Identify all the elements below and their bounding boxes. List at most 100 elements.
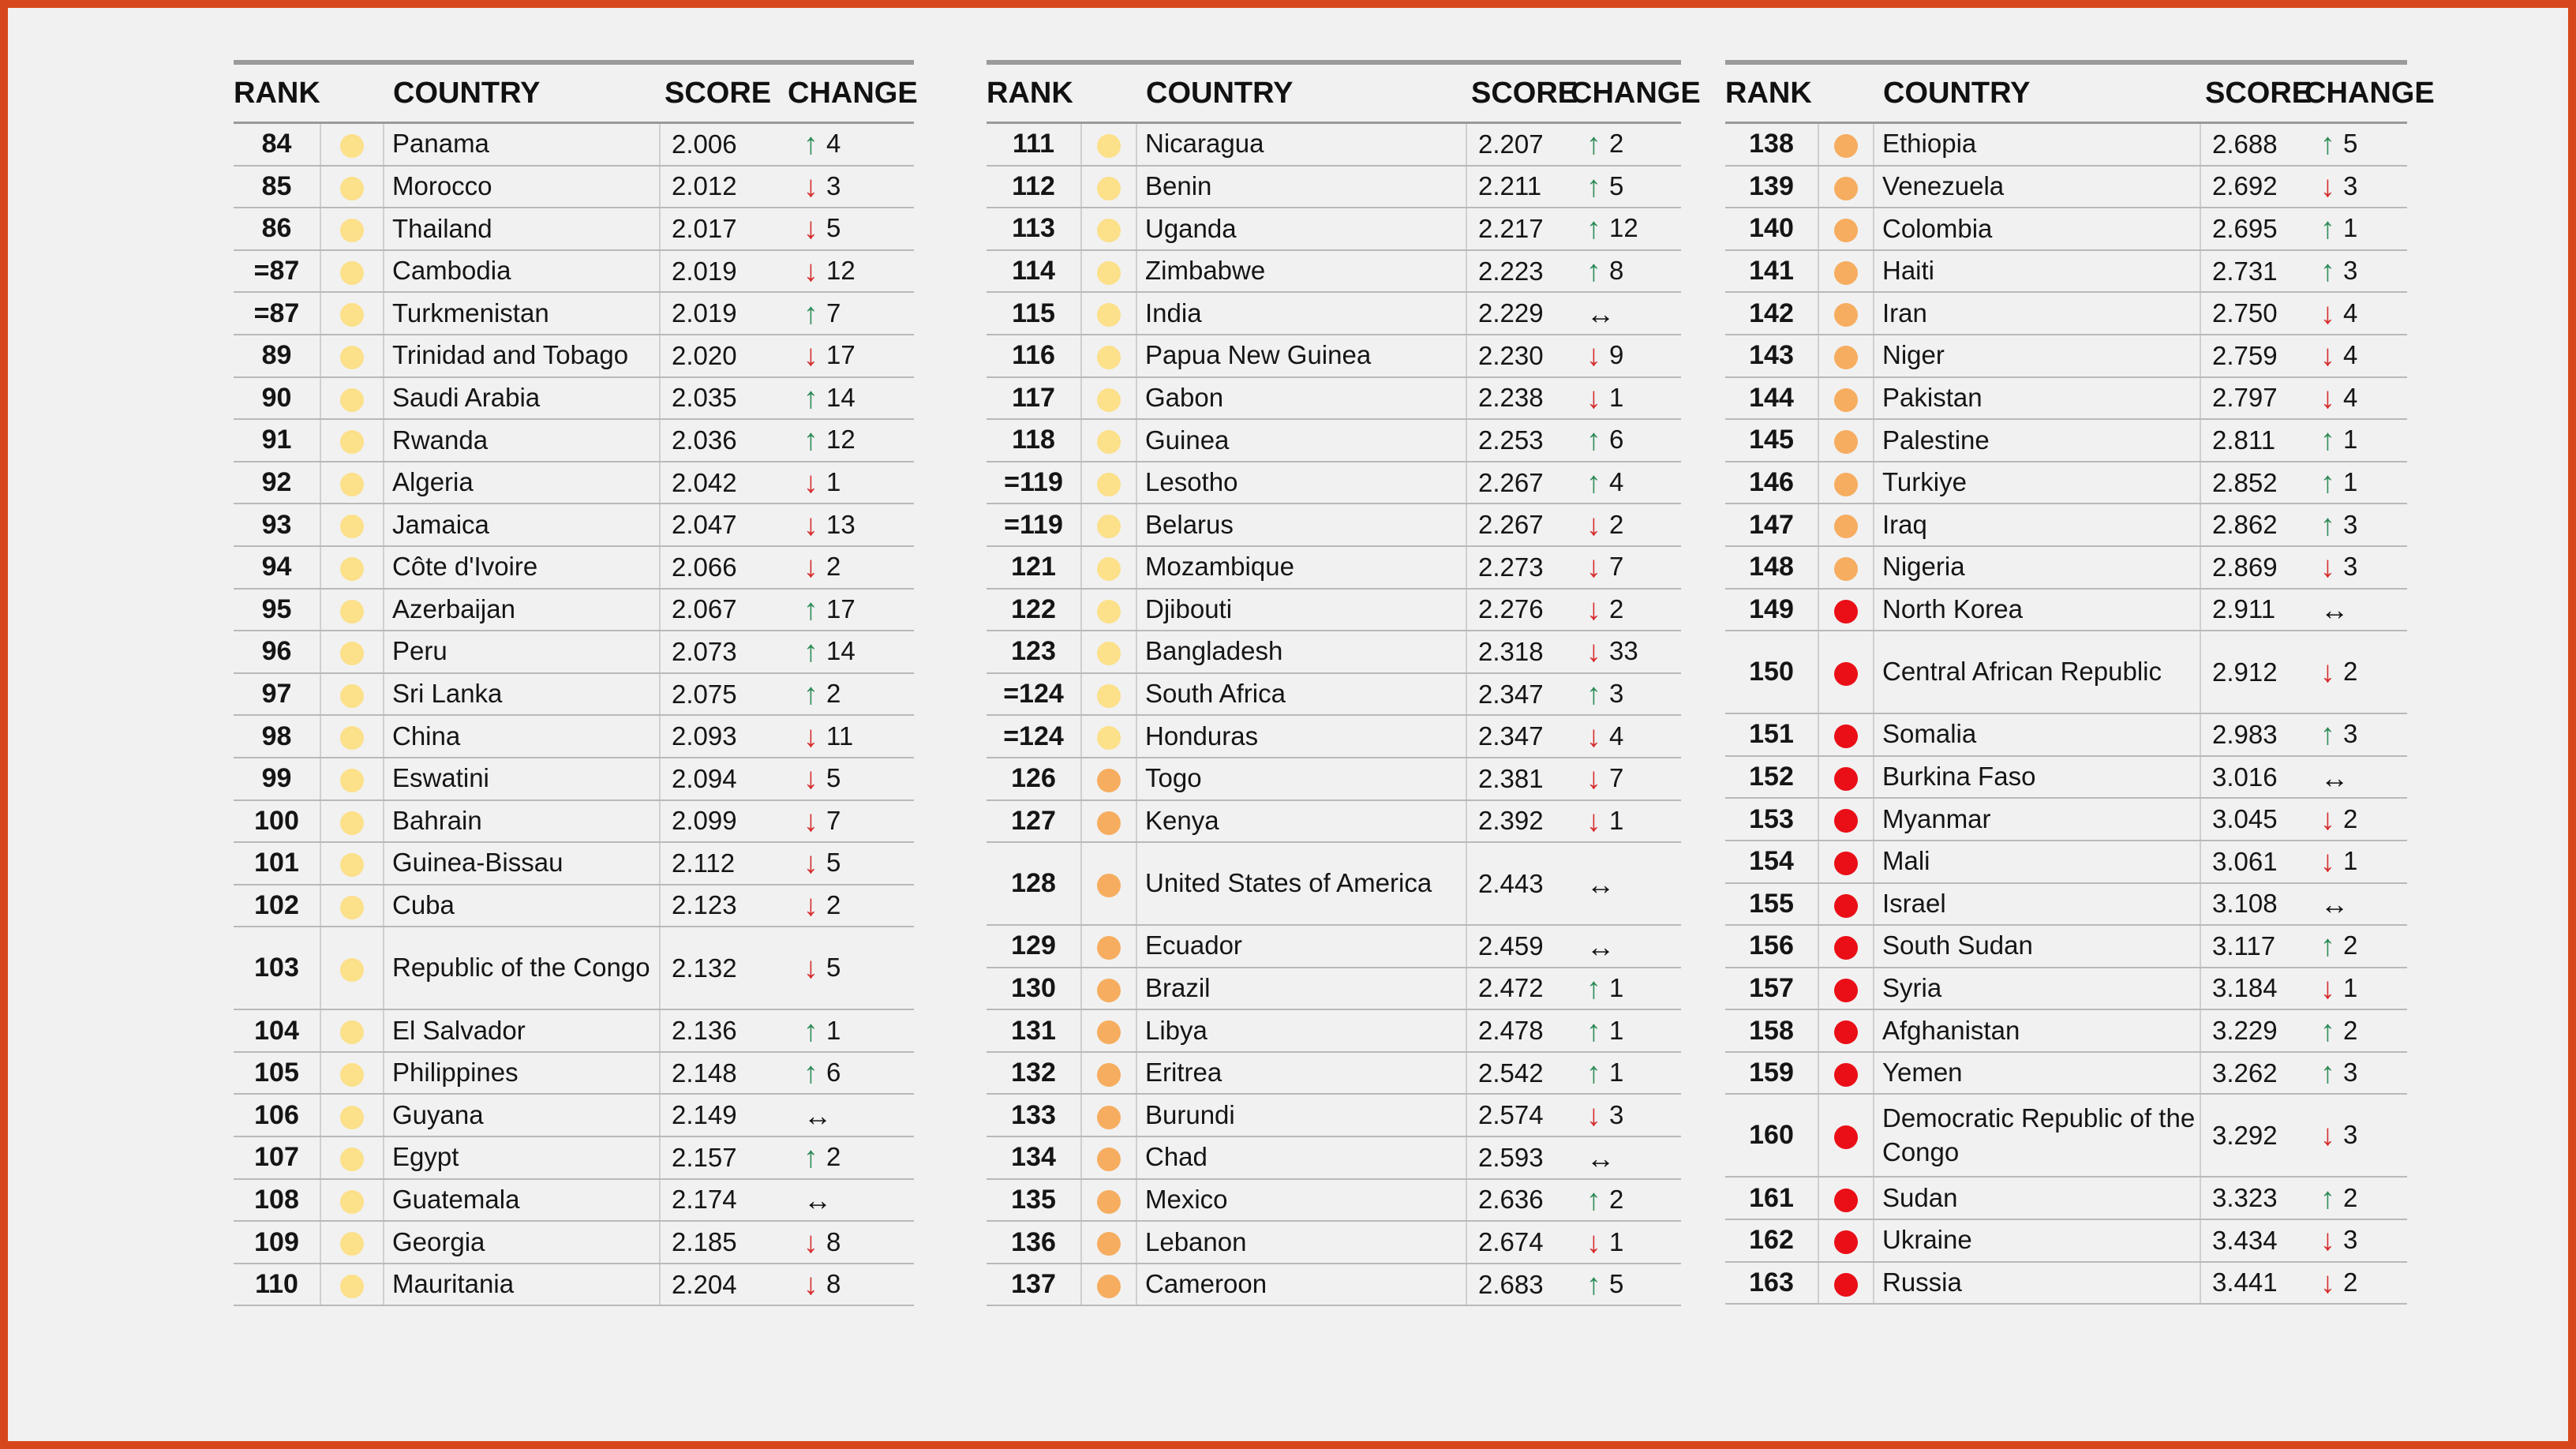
level-cell	[1081, 842, 1137, 927]
rank-cell: 146	[1725, 461, 1819, 505]
change-cell: ↑ 2	[2305, 925, 2407, 968]
peace-level-high-dot-icon	[1834, 809, 1858, 833]
arrow-up-icon: ↑	[1586, 1268, 1601, 1302]
change-value: 8	[1609, 256, 1624, 286]
score-cell: 2.067	[660, 588, 788, 632]
change-value: 1	[1609, 1058, 1624, 1088]
rank-cell: =119	[987, 504, 1082, 547]
level-cell	[1818, 631, 1874, 715]
country-cell: Saudi Arabia	[384, 376, 661, 421]
change-value: 4	[1609, 721, 1624, 751]
level-cell	[320, 1009, 384, 1053]
change-value: 8	[826, 1269, 841, 1299]
level-cell	[1081, 504, 1137, 547]
peace-level-medium-dot-icon	[1834, 515, 1858, 539]
table-row: 143 Niger 2.759 ↓ 4	[1725, 334, 2407, 378]
country-cell: Egypt	[384, 1136, 661, 1180]
arrow-up-icon: ↑	[1586, 255, 1601, 289]
score-cell: 2.478	[1466, 1009, 1571, 1053]
rank-cell: 85	[234, 165, 321, 209]
table-row: 122 Djibouti 2.276 ↓ 2	[987, 588, 1681, 632]
table-row: 162 Ukraine 3.434 ↓ 3	[1725, 1219, 2407, 1263]
arrow-up-icon: ↑	[803, 297, 818, 331]
country-cell: Chad	[1136, 1136, 1467, 1180]
peace-level-high-dot-icon	[1834, 1188, 1858, 1212]
table-row: 157 Syria 3.184 ↓ 1	[1725, 967, 2407, 1011]
score-cell: 2.148	[660, 1051, 788, 1095]
change-cell: ↔	[2305, 755, 2407, 799]
level-cell	[320, 545, 384, 590]
score-cell: 2.211	[1466, 165, 1571, 209]
peace-level-low-dot-icon	[340, 599, 364, 623]
score-cell: 3.229	[2200, 1009, 2305, 1053]
arrow-up-icon: ↑	[803, 1141, 818, 1175]
country-cell: Palestine	[1874, 419, 2201, 462]
score-cell: 2.267	[1466, 461, 1571, 505]
table-row: 101 Guinea-Bissau 2.112 ↓ 5	[234, 842, 914, 886]
level-cell	[1818, 1219, 1874, 1263]
change-cell: ↔	[2305, 588, 2407, 632]
country-cell: South Sudan	[1874, 925, 2201, 968]
arrow-down-icon: ↓	[1586, 339, 1601, 373]
level-cell	[320, 842, 384, 886]
table-row: 158 Afghanistan 3.229 ↑ 2	[1725, 1009, 2407, 1053]
peace-level-low-dot-icon	[340, 176, 364, 200]
change-value: 13	[826, 509, 856, 539]
score-cell: 2.852	[2200, 461, 2305, 505]
country-cell: Somalia	[1874, 713, 2201, 757]
peace-level-low-dot-icon	[1097, 557, 1121, 582]
rank-cell: 126	[987, 757, 1082, 801]
level-cell	[1081, 419, 1137, 462]
peace-level-medium-dot-icon	[1097, 1148, 1121, 1172]
arrow-down-icon: ↓	[1586, 551, 1601, 585]
country-cell: Israel	[1874, 882, 2201, 927]
score-cell: 2.862	[2200, 504, 2305, 547]
table-row: =87 Turkmenistan 2.019 ↑ 7	[234, 292, 914, 335]
rank-cell: 110	[234, 1263, 321, 1307]
table-row: 90 Saudi Arabia 2.035 ↑ 14	[234, 376, 914, 421]
change-header: CHANGE	[788, 60, 918, 124]
change-cell: ↑ 1	[2305, 419, 2407, 462]
change-cell: ↔	[788, 1094, 914, 1138]
peace-level-low-dot-icon	[340, 134, 364, 159]
change-cell: ↓ 2	[2305, 1261, 2407, 1305]
rank-cell: 135	[987, 1178, 1082, 1222]
change-cell: ↔	[1571, 842, 1681, 927]
rank-cell: 103	[234, 927, 321, 1011]
change-cell: ↑ 1	[1571, 967, 1681, 1011]
peace-level-medium-dot-icon	[1097, 1189, 1121, 1214]
rank-cell: 161	[1725, 1177, 1819, 1221]
score-cell: 2.688	[2200, 122, 2305, 167]
change-cell: ↓ 12	[788, 249, 914, 294]
score-cell: 3.323	[2200, 1177, 2305, 1221]
rank-cell: 128	[987, 842, 1082, 927]
country-cell: Brazil	[1136, 967, 1467, 1011]
peace-level-low-dot-icon	[340, 726, 364, 751]
peace-level-low-dot-icon	[340, 557, 364, 582]
arrow-up-icon: ↑	[1586, 1057, 1601, 1091]
arrow-down-icon: ↓	[1586, 635, 1601, 669]
rank-cell: 158	[1725, 1009, 1819, 1053]
level-cell	[320, 1094, 384, 1138]
level-cell	[1081, 122, 1137, 167]
change-value: 1	[2343, 213, 2358, 243]
rank-cell: 136	[987, 1221, 1082, 1264]
country-cell: Lebanon	[1136, 1221, 1467, 1264]
table-header-row: RANK COUNTRY SCORE CHANGE	[1725, 60, 2435, 124]
country-cell: Ethiopia	[1874, 122, 2201, 167]
change-value: 5	[826, 848, 841, 878]
change-value: 3	[2343, 1058, 2358, 1088]
score-cell: 2.869	[2200, 545, 2305, 590]
level-cell	[1818, 545, 1874, 590]
arrow-down-icon: ↓	[803, 1268, 818, 1302]
table-row: 142 Iran 2.750 ↓ 4	[1725, 292, 2407, 335]
rank-cell: 140	[1725, 208, 1819, 251]
change-cell: ↑ 7	[788, 292, 914, 335]
change-value: 12	[826, 256, 856, 286]
change-cell: ↓ 2	[788, 545, 914, 590]
change-cell: ↓ 3	[2305, 545, 2407, 590]
arrow-up-icon: ↑	[1586, 170, 1601, 204]
table-row: 153 Myanmar 3.045 ↓ 2	[1725, 798, 2407, 841]
score-cell: 2.094	[660, 757, 788, 801]
peace-level-high-dot-icon	[1834, 936, 1858, 960]
